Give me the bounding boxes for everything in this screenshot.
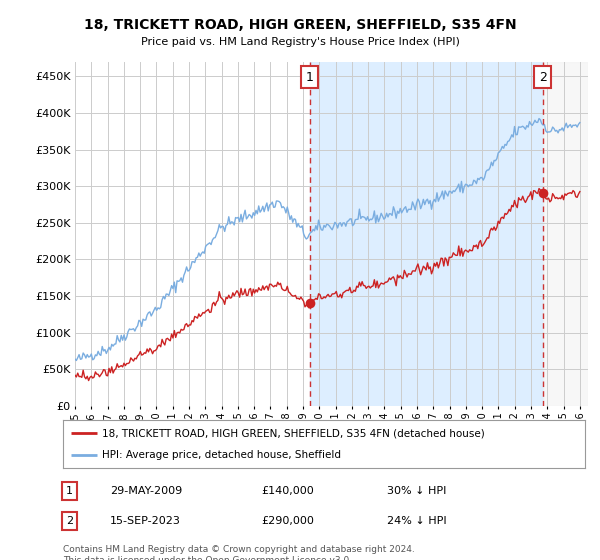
Bar (542, 62, 588, 406)
Text: 29-MAY-2009: 29-MAY-2009 (110, 486, 182, 496)
Text: HPI: Average price, detached house, Sheffield: HPI: Average price, detached house, Shef… (102, 450, 341, 460)
Bar (310, 62, 542, 406)
Text: 1: 1 (66, 486, 73, 496)
Text: 1: 1 (306, 71, 314, 83)
Text: Contains HM Land Registry data © Crown copyright and database right 2024.
This d: Contains HM Land Registry data © Crown c… (63, 545, 415, 560)
Text: 15-SEP-2023: 15-SEP-2023 (110, 516, 181, 526)
Text: 24% ↓ HPI: 24% ↓ HPI (386, 516, 446, 526)
Bar (542, 62, 588, 406)
Text: 18, TRICKETT ROAD, HIGH GREEN, SHEFFIELD, S35 4FN: 18, TRICKETT ROAD, HIGH GREEN, SHEFFIELD… (83, 18, 517, 32)
Text: £140,000: £140,000 (262, 486, 314, 496)
Text: 2: 2 (539, 71, 547, 83)
Text: £290,000: £290,000 (262, 516, 314, 526)
Text: 18, TRICKETT ROAD, HIGH GREEN, SHEFFIELD, S35 4FN (detached house): 18, TRICKETT ROAD, HIGH GREEN, SHEFFIELD… (102, 428, 485, 438)
Text: 2: 2 (66, 516, 73, 526)
Text: Price paid vs. HM Land Registry's House Price Index (HPI): Price paid vs. HM Land Registry's House … (140, 37, 460, 47)
Text: 30% ↓ HPI: 30% ↓ HPI (386, 486, 446, 496)
